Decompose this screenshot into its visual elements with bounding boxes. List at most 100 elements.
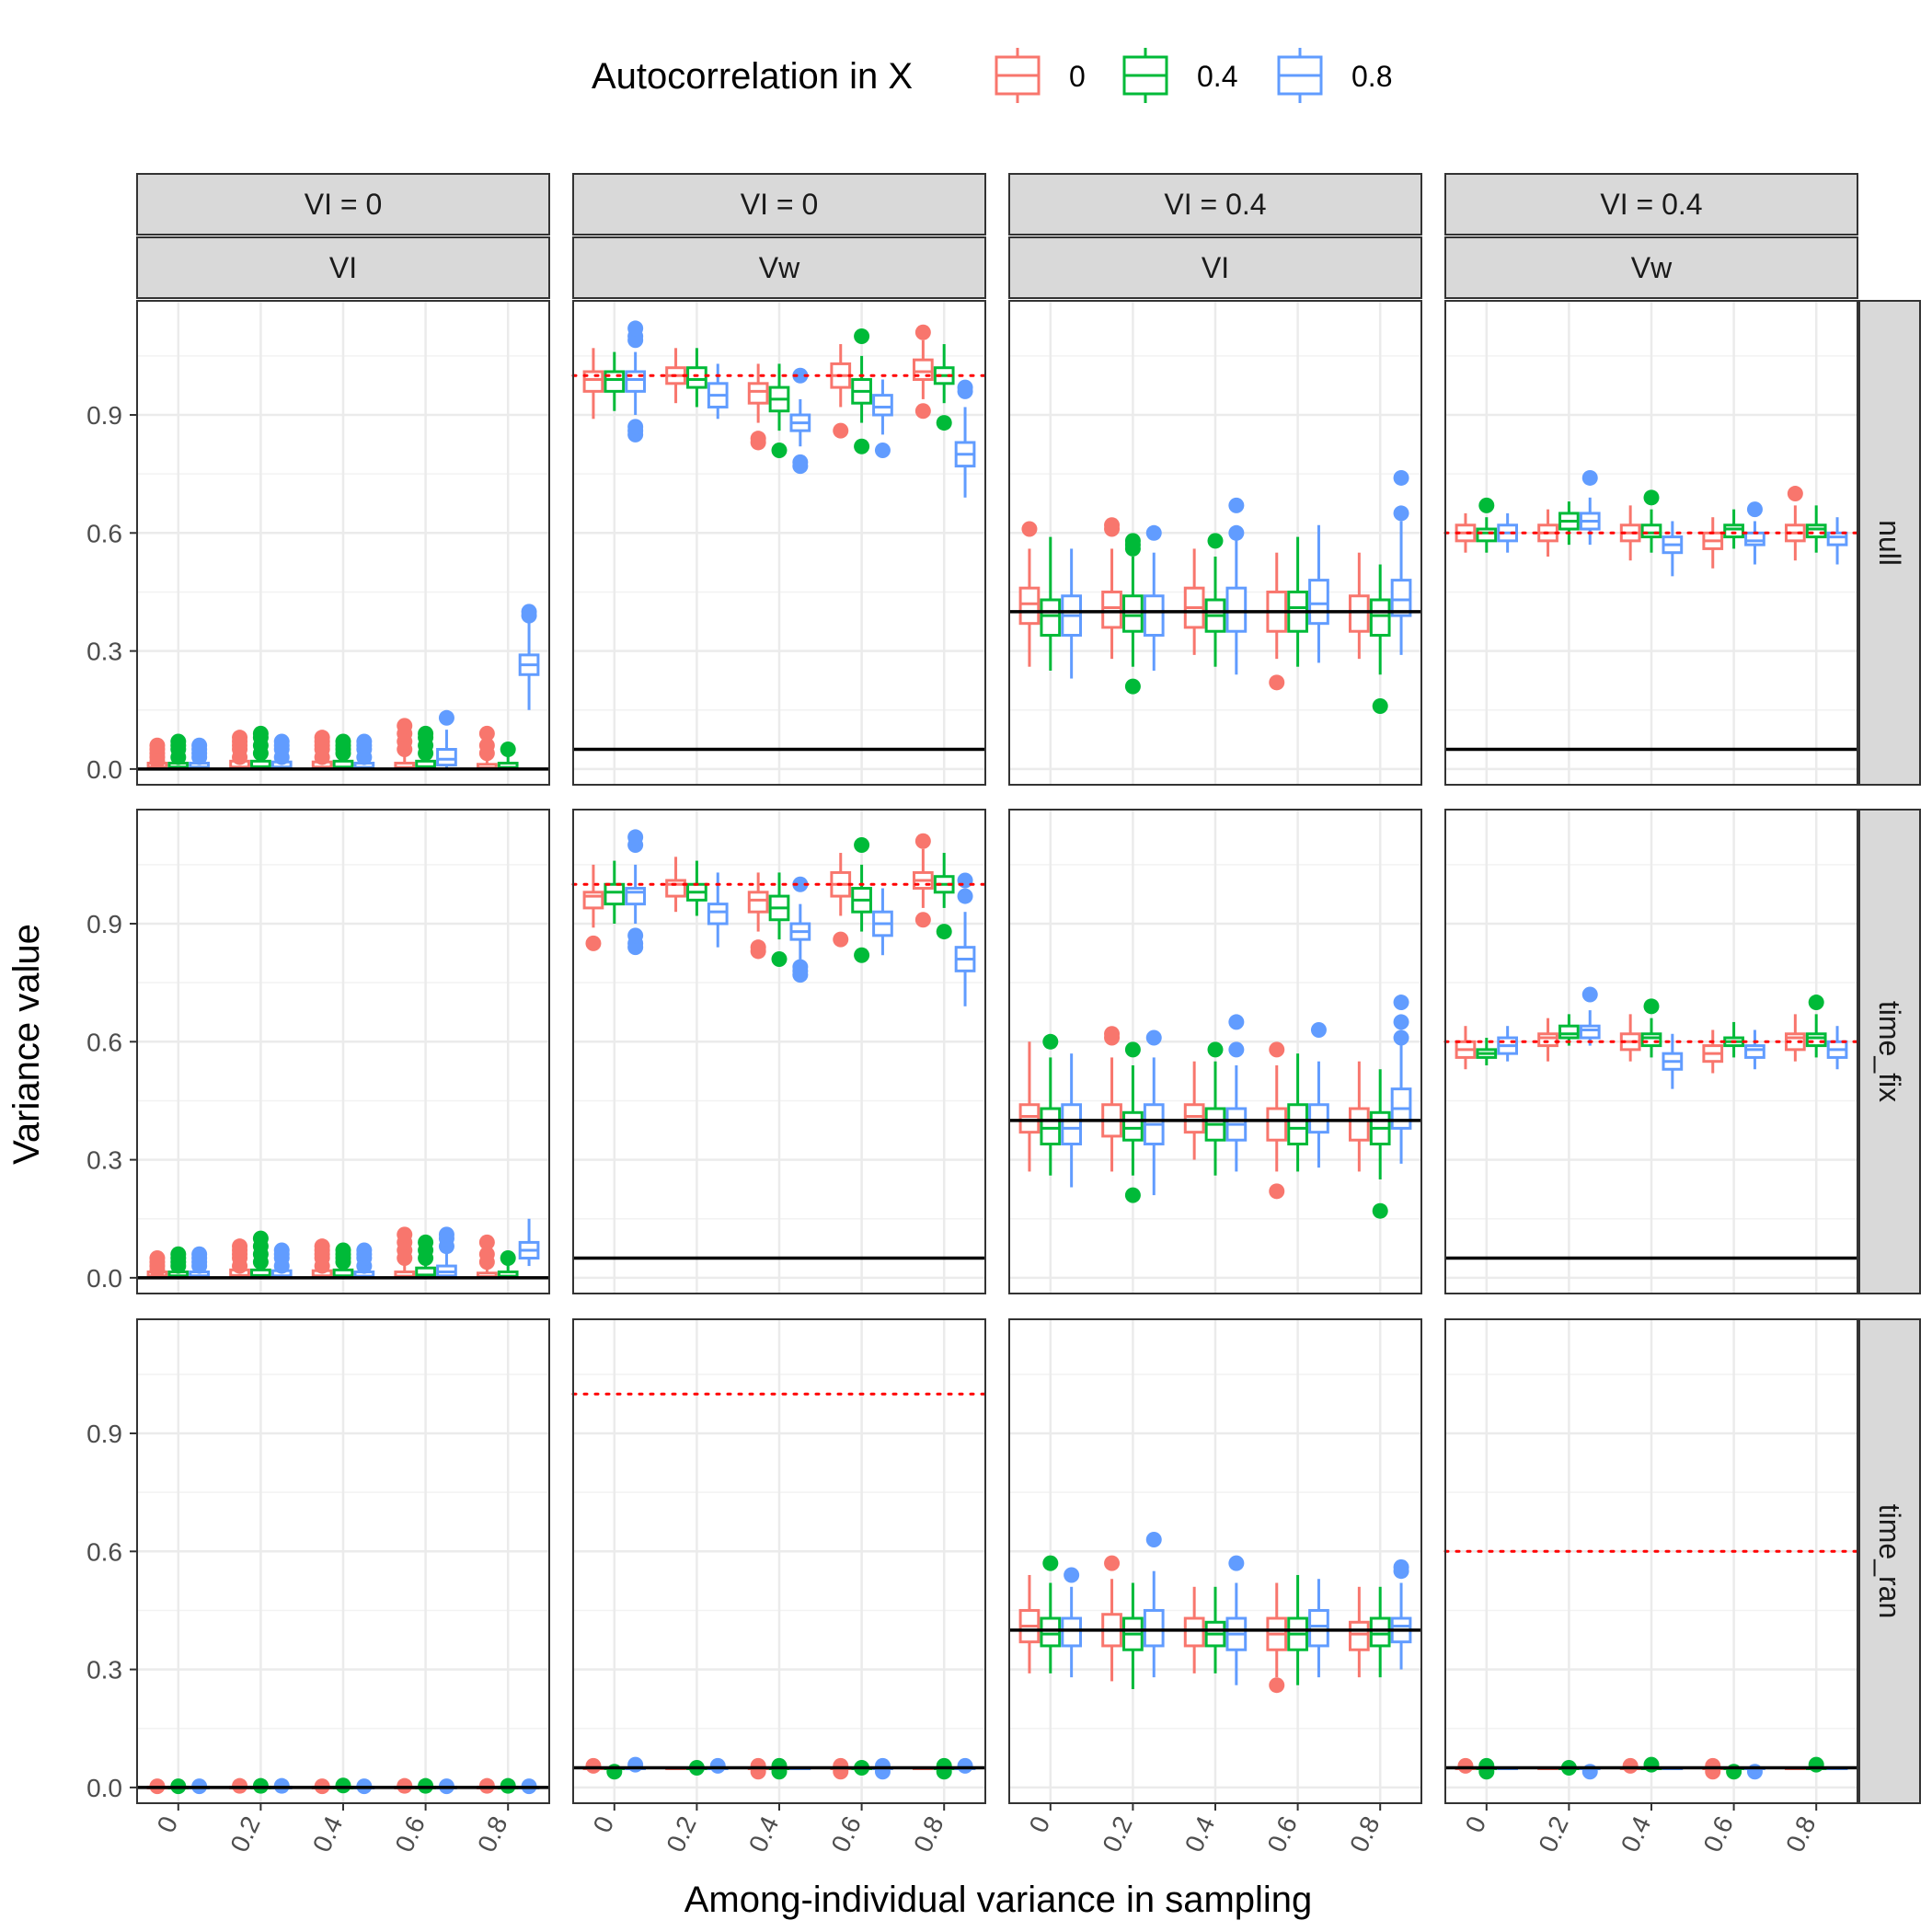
box-body xyxy=(1805,1032,1827,1048)
box-0.8-3 xyxy=(1744,1029,1765,1070)
outlier-point xyxy=(356,1242,373,1259)
outlier-point xyxy=(585,1757,602,1774)
box-0.4-4 xyxy=(933,344,955,431)
box-0.8-3 xyxy=(872,379,893,459)
box-0-1 xyxy=(229,1238,250,1280)
outlier-point xyxy=(1643,1756,1660,1773)
box-body xyxy=(747,891,769,914)
box-0-2 xyxy=(1619,505,1641,561)
box-0.8-0 xyxy=(625,829,647,956)
row-strip-label: time_ran xyxy=(1873,1504,1906,1619)
box-body xyxy=(1018,586,1041,626)
outlier-point xyxy=(1643,998,1660,1015)
box-body xyxy=(1744,1044,1765,1059)
box-body xyxy=(604,882,626,906)
y-tick-label: 0.9 xyxy=(86,910,122,938)
box-0.8-2 xyxy=(353,733,375,771)
outlier-point xyxy=(500,1250,516,1267)
box-0-0 xyxy=(1455,512,1477,553)
box-body xyxy=(1018,1103,1041,1134)
outlier-point xyxy=(1622,1757,1639,1774)
y-tick-label: 0.0 xyxy=(86,755,122,784)
box-body xyxy=(1369,1616,1391,1648)
box-0-0 xyxy=(1018,521,1041,667)
outlier-point xyxy=(833,931,849,948)
row-strip-group-1: time_fix xyxy=(1858,809,1921,1294)
box-body xyxy=(1040,598,1062,637)
box-0-0 xyxy=(582,864,604,951)
legend-label: 0 xyxy=(1069,60,1086,93)
panel-r1-c0 xyxy=(136,809,550,1294)
panel-border xyxy=(1444,300,1858,786)
box-0.4-1 xyxy=(250,1230,271,1280)
outlier-point xyxy=(1393,469,1409,486)
outlier-point xyxy=(1393,505,1409,522)
column-strip-top xyxy=(572,173,986,236)
box-body xyxy=(1826,531,1848,546)
box-0.4-4 xyxy=(933,853,955,940)
legend-label: 0.8 xyxy=(1351,60,1392,93)
outlier-point xyxy=(335,733,351,750)
outlier-point xyxy=(478,725,495,742)
panel-r0-c1 xyxy=(571,300,987,786)
outlier-point xyxy=(833,1757,849,1774)
outlier-point xyxy=(914,403,931,420)
outlier-point xyxy=(854,328,870,344)
outlier-point xyxy=(1705,1757,1721,1774)
box-body xyxy=(747,382,769,405)
box-0.4-2 xyxy=(332,733,354,771)
box-0.4-1 xyxy=(1122,533,1144,695)
box-0.4-0 xyxy=(1040,536,1062,671)
outlier-point xyxy=(273,1242,290,1259)
y-tick-label: 0.6 xyxy=(86,1537,122,1566)
box-0.4-1 xyxy=(250,725,271,771)
y-tick-label: 0.6 xyxy=(86,1028,122,1056)
box-body xyxy=(1640,523,1662,539)
outlier-point xyxy=(149,737,166,753)
row-strip-label: null xyxy=(1873,520,1906,566)
box-0.8-1 xyxy=(270,733,293,771)
outlier-point xyxy=(1145,1029,1162,1046)
box-body xyxy=(1040,1107,1062,1145)
box-0-0 xyxy=(1018,1574,1041,1673)
box-0-2 xyxy=(311,1238,333,1280)
outlier-point xyxy=(936,415,952,431)
outlier-point xyxy=(438,709,454,726)
box-0.8-2 xyxy=(353,1242,375,1280)
y-tick-label: 0.3 xyxy=(86,638,122,666)
box-body xyxy=(1143,594,1165,637)
x-tick-label: 0.6 xyxy=(389,1811,431,1856)
x-tick-label: 0.4 xyxy=(743,1811,785,1856)
box-body xyxy=(1558,1024,1580,1040)
box-body xyxy=(1805,523,1827,539)
box-0.8-1 xyxy=(1143,1029,1165,1196)
box-0.8-0 xyxy=(1061,548,1083,679)
outlier-point xyxy=(191,737,208,753)
panel-border xyxy=(1444,809,1858,1294)
panel-border xyxy=(1444,1318,1858,1804)
box-body xyxy=(1640,1032,1662,1048)
box-body xyxy=(1266,1107,1288,1142)
box-0.8-3 xyxy=(1308,1579,1329,1678)
outlier-point xyxy=(1207,533,1224,549)
outlier-point xyxy=(273,733,290,750)
panel-border xyxy=(1008,809,1422,1294)
box-0-0 xyxy=(146,737,168,771)
box-body xyxy=(1744,531,1765,546)
x-tick-label: 0.2 xyxy=(1097,1811,1138,1856)
panel-border xyxy=(572,1318,986,1804)
outlier-point xyxy=(1042,1555,1059,1571)
box-0.4-0 xyxy=(1040,1555,1062,1673)
outlier-point xyxy=(1393,1029,1409,1046)
box-0-3 xyxy=(1266,1582,1288,1694)
outlier-point xyxy=(585,935,602,951)
box-0.4-3 xyxy=(851,836,872,963)
column-strip-top-label: VI = 0.4 xyxy=(1164,188,1266,221)
box-body xyxy=(1369,598,1391,637)
box-body xyxy=(686,366,707,389)
x-tick-label: 0 xyxy=(152,1811,184,1836)
outlier-point xyxy=(1746,501,1763,518)
box-0-0 xyxy=(1018,1041,1041,1172)
box-0-2 xyxy=(747,363,769,451)
outlier-point xyxy=(874,443,891,459)
